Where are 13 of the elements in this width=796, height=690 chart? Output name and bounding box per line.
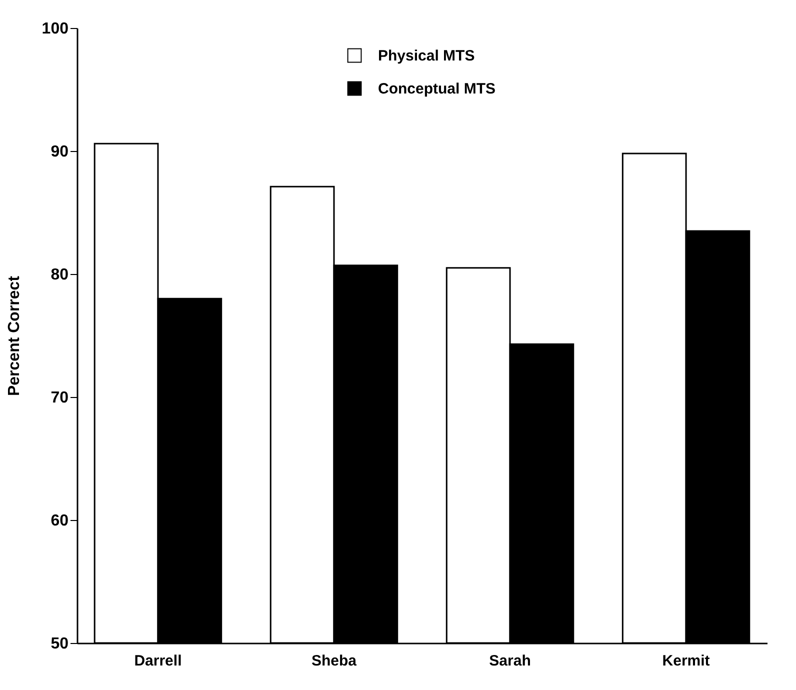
y-tick-label: 70: [50, 390, 69, 406]
x-tick-label: Sheba: [311, 652, 358, 670]
y-tick-label: 90: [50, 144, 69, 160]
y-tick-label: 100: [42, 20, 69, 38]
x-tick-label: Sarah: [489, 652, 531, 670]
y-tick-label: 80: [50, 266, 69, 284]
legend-label: Conceptual MTS: [378, 80, 496, 98]
legend-label: Physical MTS: [378, 48, 475, 64]
y-axis-title: Percent Correct: [6, 275, 23, 396]
x-tick-label: Kermit: [662, 652, 710, 670]
y-tick-label: 60: [50, 512, 69, 530]
y-tick-label: 50: [50, 636, 69, 652]
x-tick-label: Darrell: [134, 652, 182, 670]
